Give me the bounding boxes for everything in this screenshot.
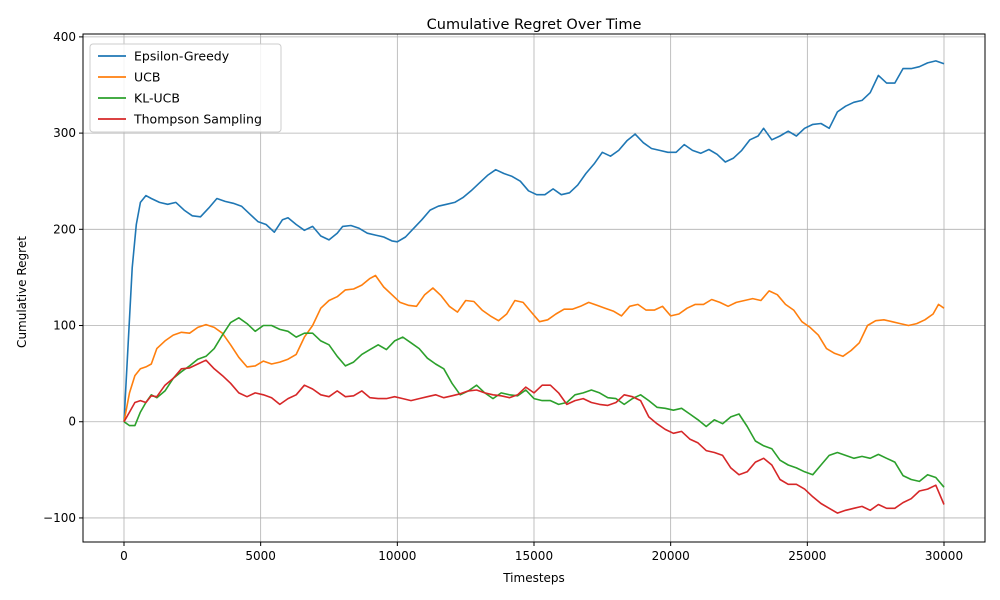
y-tick-label: 400: [53, 30, 76, 44]
x-tick-label: 0: [120, 549, 128, 563]
y-tick-label: 200: [53, 222, 76, 236]
x-tick-label: 20000: [652, 549, 690, 563]
legend-box: [89, 43, 282, 133]
x-axis-label: Timesteps: [502, 571, 565, 585]
x-tick-label: 25000: [788, 549, 826, 563]
x-axis-ticks: 0 5000 10000 15000 20000 25000 30000: [120, 542, 963, 563]
series-line-epsilon-greedy: [123, 60, 945, 422]
y-axis-ticks: −100 0 100 200 300 400: [43, 30, 83, 525]
series-line-thompson-sampling: [123, 359, 945, 514]
y-axis-label: Cumulative Regret: [15, 236, 29, 348]
x-tick-label: 30000: [925, 549, 963, 563]
legend-label-ucb: UCB: [134, 70, 160, 85]
y-tick-label: 100: [53, 319, 76, 333]
y-tick-label: 0: [68, 415, 76, 429]
legend: Epsilon-Greedy UCB KL-UCB Thompson Sampling: [89, 43, 282, 133]
series-line-ucb: [123, 274, 945, 422]
grid: [83, 34, 985, 542]
series-line-kl-ucb: [123, 317, 945, 488]
series-lines: [123, 60, 945, 514]
legend-label-kl-ucb: KL-UCB: [134, 91, 180, 106]
x-tick-label: 15000: [515, 549, 553, 563]
x-tick-label: 10000: [378, 549, 416, 563]
y-tick-label: −100: [43, 511, 76, 525]
legend-label-thompson-sampling: Thompson Sampling: [133, 112, 262, 127]
chart-title: Cumulative Regret Over Time: [427, 17, 642, 33]
y-tick-label: 300: [53, 126, 76, 140]
legend-label-epsilon-greedy: Epsilon-Greedy: [134, 49, 230, 64]
x-tick-label: 5000: [245, 549, 276, 563]
